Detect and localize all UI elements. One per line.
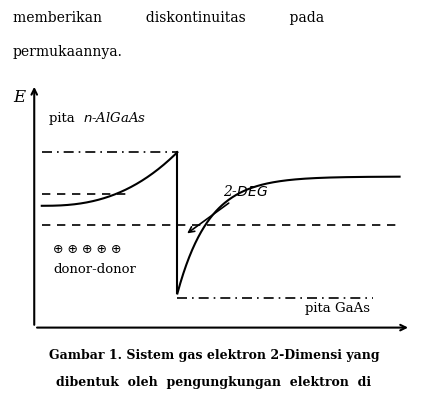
Text: pita: pita (49, 112, 79, 125)
Text: memberikan          diskontinuitas          pada: memberikan diskontinuitas pada (13, 11, 324, 25)
Text: 2-$DEG$: 2-$DEG$ (189, 184, 268, 232)
Text: donor-donor: donor-donor (53, 262, 136, 276)
Text: Gambar 1. Sistem gas elektron 2-Dimensi yang: Gambar 1. Sistem gas elektron 2-Dimensi … (49, 349, 379, 362)
Text: E: E (13, 89, 25, 106)
Text: ⊕ ⊕ ⊕ ⊕ ⊕: ⊕ ⊕ ⊕ ⊕ ⊕ (53, 243, 122, 256)
Text: pita GaAs: pita GaAs (306, 302, 370, 315)
Text: dibentuk  oleh  pengungkungan  elektron  di: dibentuk oleh pengungkungan elektron di (56, 376, 372, 389)
Text: permukaannya.: permukaannya. (13, 45, 123, 59)
Text: $n$-AlGaAs: $n$-AlGaAs (83, 111, 146, 125)
